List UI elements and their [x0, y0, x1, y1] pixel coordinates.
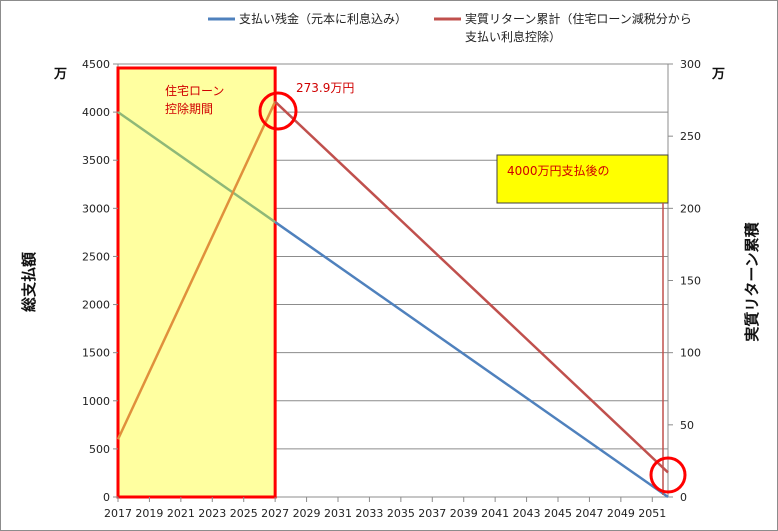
- right-axis-unit: 万: [711, 67, 725, 82]
- period-label-line1: 住宅ローン: [165, 83, 224, 98]
- series-return-line: [274, 100, 669, 474]
- left-tick-label: 0: [103, 491, 110, 504]
- left-tick-label: 1000: [82, 395, 110, 408]
- period-label-line2: 控除期間: [165, 101, 213, 116]
- left-tick-label: 3000: [82, 202, 110, 215]
- right-tick-label: 0: [680, 491, 687, 504]
- x-tick-label: 2043: [513, 507, 541, 520]
- legend-label-return-line2: 支払い利息控除）: [465, 29, 561, 44]
- end-highlight-circle: [649, 456, 687, 494]
- x-tick-label: 2029: [293, 507, 321, 520]
- left-tick-label: 4000: [82, 106, 110, 119]
- series-remaining-line: [274, 221, 669, 499]
- x-tick-label: 2025: [230, 507, 258, 520]
- right-tick-label: 200: [680, 202, 701, 215]
- series-group: [116, 100, 669, 499]
- peak-label: 273.9万円: [296, 81, 354, 95]
- left-tick-label: 1500: [82, 347, 110, 360]
- legend: 支払い残金（元本に利息込み） 実質リターン累計（住宅ローン減税分から 支払い利息…: [208, 11, 692, 44]
- x-tick-label: 2051: [638, 507, 666, 520]
- left-axis-title: 総支払額: [20, 252, 38, 312]
- x-tick-label: 2037: [418, 507, 446, 520]
- left-axis-unit: 万: [53, 67, 67, 82]
- x-tick-label: 2031: [324, 507, 352, 520]
- x-tick-label: 2047: [575, 507, 603, 520]
- left-tick-label: 500: [89, 443, 110, 456]
- callout-text: 4000万円支払後の: [507, 164, 610, 178]
- right-axis-ticks: 0 50 100 150 200 250 300: [668, 58, 701, 504]
- legend-label-remaining: 支払い残金（元本に利息込み）: [239, 11, 407, 26]
- right-tick-label: 250: [680, 130, 701, 143]
- left-tick-label: 2000: [82, 299, 110, 312]
- x-tick-label: 2027: [261, 507, 289, 520]
- left-axis-ticks: 0 500 1000 1500 2000 2500 3000 3500 4000 4500: [82, 58, 118, 504]
- x-tick-label: 2019: [135, 507, 163, 520]
- legend-label-return-line1: 実質リターン累計（住宅ローン減税分から: [465, 11, 692, 26]
- peak-highlight-circle: [258, 91, 298, 131]
- right-tick-label: 150: [680, 275, 701, 288]
- x-tick-label: 2039: [450, 507, 478, 520]
- x-tick-label: 2033: [355, 507, 383, 520]
- x-axis-ticks: 2017 2019 2021 2023 2025 2027 2029 2031 2033 2035…: [104, 497, 666, 520]
- right-axis-title: 実質リターン累積: [743, 221, 761, 341]
- series-return-line-period: [116, 101, 277, 440]
- right-tick-label: 100: [680, 347, 701, 360]
- right-tick-label: 300: [680, 58, 701, 71]
- right-tick-label: 50: [680, 419, 694, 432]
- x-tick-label: 2023: [198, 507, 226, 520]
- left-tick-label: 4500: [82, 58, 110, 71]
- callout-box: [496, 154, 669, 204]
- x-tick-label: 2017: [104, 507, 132, 520]
- series-remaining-line-period: [117, 111, 276, 224]
- left-tick-label: 2500: [82, 250, 110, 263]
- deduction-period-box: [116, 66, 277, 499]
- x-tick-label: 2021: [167, 507, 195, 520]
- x-tick-label: 2049: [607, 507, 635, 520]
- x-tick-label: 2035: [387, 507, 415, 520]
- x-tick-label: 2045: [544, 507, 572, 520]
- x-tick-label: 2041: [481, 507, 509, 520]
- left-tick-label: 3500: [82, 154, 110, 167]
